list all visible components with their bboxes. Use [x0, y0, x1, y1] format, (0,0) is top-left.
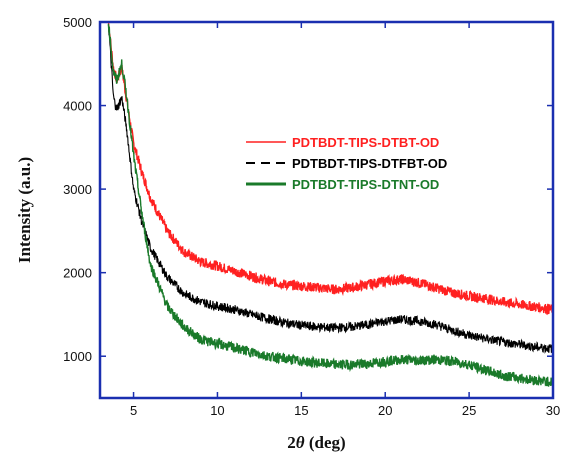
y-tick-label: 4000 [63, 99, 92, 114]
series-line-1 [107, 22, 554, 316]
x-tick-label: 20 [378, 403, 392, 418]
legend-label-2: PDTBDT-TIPS-DTFBT-OD [292, 156, 447, 171]
series-line-3 [107, 23, 554, 387]
series-layer [107, 22, 554, 387]
y-tick-label: 2000 [63, 266, 92, 281]
x-axis-title-prefix: 2 [287, 433, 296, 452]
y-tick-label: 3000 [63, 182, 92, 197]
x-tick-label: 10 [210, 403, 224, 418]
legend: PDTBDT-TIPS-DTBT-OD PDTBDT-TIPS-DTFBT-OD P… [246, 135, 447, 192]
x-tick-label: 30 [546, 403, 560, 418]
x-tick-label: 25 [462, 403, 476, 418]
x-tick-label: 5 [130, 403, 137, 418]
x-axis-title: 2θ (deg) [287, 433, 345, 452]
series-line-2 [107, 24, 554, 354]
legend-label-3: PDTBDT-TIPS-DTNT-OD [292, 177, 439, 192]
x-tick-label: 15 [294, 403, 308, 418]
x-axis-title-theta: θ [296, 433, 305, 452]
y-tick-label: 5000 [63, 15, 92, 30]
y-tick-label: 1000 [63, 349, 92, 364]
y-axis-title: Intensity (a.u.) [15, 157, 34, 263]
legend-label-1: PDTBDT-TIPS-DTBT-OD [292, 135, 439, 150]
plot-frame [98, 20, 555, 400]
x-axis-title-unit: (deg) [305, 433, 346, 452]
ticks-layer: 5 10 15 20 25 30 1000 2000 3000 4000 5000 [63, 15, 560, 418]
